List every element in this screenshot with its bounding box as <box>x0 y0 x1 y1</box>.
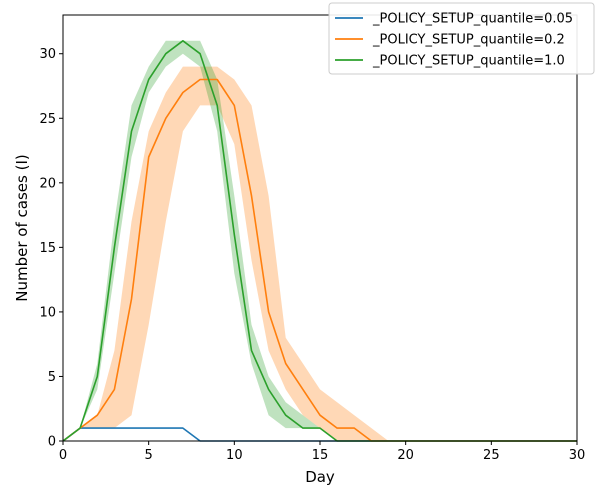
y-axis-label: Number of cases (I) <box>13 154 31 301</box>
confidence-band-2 <box>63 66 577 441</box>
y-axis-ticks: 0 5 10 15 20 25 30 <box>39 47 63 450</box>
legend-label-2: _POLICY_SETUP_quantile=0.2 <box>372 33 565 48</box>
y-tick-label: 5 <box>48 370 56 385</box>
y-tick-label: 0 <box>48 435 56 450</box>
confidence-band-1 <box>63 428 577 441</box>
x-axis-label: Day <box>305 468 335 486</box>
y-tick-label: 20 <box>39 176 56 191</box>
series-line-1 <box>62 427 577 442</box>
x-tick-label: 20 <box>397 448 414 463</box>
legend-box <box>328 2 595 75</box>
x-tick-label: 30 <box>569 448 586 463</box>
y-tick-label: 25 <box>39 112 56 127</box>
confidence-bands <box>63 40 577 442</box>
y-tick-label: 15 <box>39 241 56 256</box>
x-tick-label: 5 <box>145 448 153 463</box>
x-axis-ticks: 0 5 10 15 20 25 30 <box>59 441 585 463</box>
x-tick-label: 0 <box>59 448 67 463</box>
x-tick-label: 10 <box>226 448 243 463</box>
legend-label-3: _POLICY_SETUP_quantile=1.0 <box>372 54 565 69</box>
x-tick-label: 25 <box>483 448 500 463</box>
legend: _POLICY_SETUP_quantile=0.05 _POLICY_SETUP… <box>328 2 595 75</box>
y-tick-label: 10 <box>39 305 56 320</box>
y-tick-label: 30 <box>39 47 56 62</box>
legend-label-1: _POLICY_SETUP_quantile=0.05 <box>372 12 573 27</box>
x-tick-label: 15 <box>312 448 329 463</box>
